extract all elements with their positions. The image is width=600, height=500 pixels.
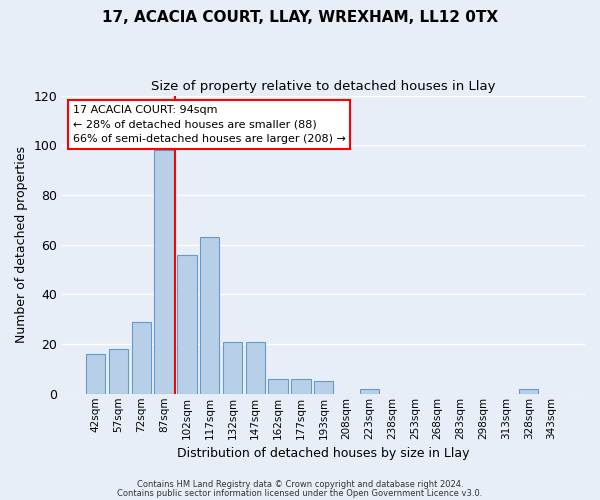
Text: 17 ACACIA COURT: 94sqm
← 28% of detached houses are smaller (88)
66% of semi-det: 17 ACACIA COURT: 94sqm ← 28% of detached… xyxy=(73,104,346,144)
Bar xyxy=(131,322,151,394)
Text: Contains public sector information licensed under the Open Government Licence v3: Contains public sector information licen… xyxy=(118,488,482,498)
Bar xyxy=(200,237,220,394)
Bar xyxy=(359,389,379,394)
Bar xyxy=(519,389,538,394)
Bar xyxy=(314,382,334,394)
Text: Contains HM Land Registry data © Crown copyright and database right 2024.: Contains HM Land Registry data © Crown c… xyxy=(137,480,463,489)
Bar xyxy=(291,379,311,394)
Bar xyxy=(268,379,288,394)
Text: 17, ACACIA COURT, LLAY, WREXHAM, LL12 0TX: 17, ACACIA COURT, LLAY, WREXHAM, LL12 0T… xyxy=(102,10,498,25)
Bar xyxy=(245,342,265,394)
Title: Size of property relative to detached houses in Llay: Size of property relative to detached ho… xyxy=(151,80,496,93)
X-axis label: Distribution of detached houses by size in Llay: Distribution of detached houses by size … xyxy=(178,447,470,460)
Bar xyxy=(86,354,106,394)
Bar xyxy=(154,150,174,394)
Bar xyxy=(177,254,197,394)
Bar xyxy=(109,349,128,394)
Bar xyxy=(223,342,242,394)
Y-axis label: Number of detached properties: Number of detached properties xyxy=(15,146,28,343)
